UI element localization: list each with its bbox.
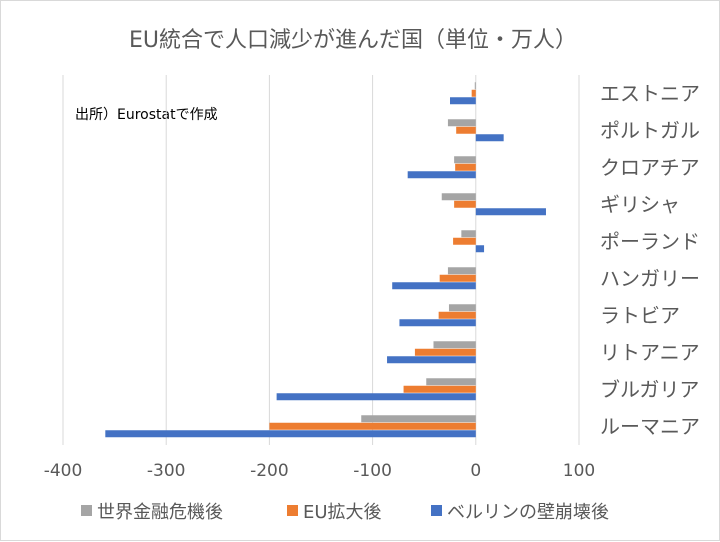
legend-label-1: EU拡大後 xyxy=(303,502,382,523)
bar-2-2 xyxy=(407,171,476,179)
bar-1-1 xyxy=(456,126,476,134)
bar-0-4 xyxy=(461,230,476,238)
x-tick-label: -100 xyxy=(353,461,392,481)
category-label: クロアチア xyxy=(600,156,700,180)
category-label: リトアニア xyxy=(600,341,700,365)
category-label: ハンガリー xyxy=(600,267,700,291)
bar-0-8 xyxy=(426,378,476,386)
bar-2-5 xyxy=(392,282,476,290)
bar-1-3 xyxy=(454,200,476,208)
x-tick-label: -300 xyxy=(147,461,186,481)
gridlines xyxy=(62,75,580,445)
bar-1-8 xyxy=(403,385,476,393)
legend-label-0: 世界金融危機後 xyxy=(97,502,223,523)
category-label: エストニア xyxy=(600,82,700,106)
bar-2-0 xyxy=(450,97,476,105)
bar-1-5 xyxy=(439,274,476,282)
category-label: ポルトガル xyxy=(600,119,700,143)
bar-2-6 xyxy=(399,319,476,327)
chart-title: EU統合で人口減少が進んだ国（単位・万人） xyxy=(129,28,577,53)
category-label: ルーマニア xyxy=(600,415,700,439)
bar-2-1 xyxy=(475,134,504,142)
legend: 世界金融危機後 EU拡大後 ベルリンの壁崩壊後 xyxy=(81,502,609,523)
x-tick-label: 0 xyxy=(470,461,481,481)
x-tick-label: -200 xyxy=(250,461,289,481)
bar-1-2 xyxy=(455,163,476,171)
bar-1-4 xyxy=(453,237,476,245)
bar-0-3 xyxy=(441,193,476,201)
bar-0-7 xyxy=(433,341,476,349)
category-label: ラトビア xyxy=(600,304,680,328)
bar-1-7 xyxy=(414,348,476,356)
bar-2-8 xyxy=(276,393,476,401)
x-tick-label: 100 xyxy=(563,461,595,481)
bar-0-1 xyxy=(447,119,476,127)
legend-label-2: ベルリンの壁崩壊後 xyxy=(447,502,609,523)
legend-swatch-2 xyxy=(431,505,442,516)
bar-0-0 xyxy=(474,82,476,90)
x-tick-label: -400 xyxy=(44,461,83,481)
bar-1-9 xyxy=(269,422,476,430)
bar-2-3 xyxy=(475,208,546,216)
category-label: ギリシャ xyxy=(600,193,680,217)
bar-2-7 xyxy=(387,356,476,364)
bar-1-6 xyxy=(438,311,476,319)
bar-1-0 xyxy=(471,89,476,97)
bar-0-2 xyxy=(454,156,476,164)
bar-2-9 xyxy=(105,430,476,438)
category-label: ポーランド xyxy=(600,230,700,254)
bars xyxy=(105,82,546,438)
legend-swatch-0 xyxy=(81,505,92,516)
source-note: 出所）Eurostatで作成 xyxy=(75,107,218,123)
bar-0-6 xyxy=(448,304,476,312)
bar-2-4 xyxy=(475,245,485,253)
bar-0-5 xyxy=(447,267,476,275)
x-tick-labels: -400 -300 -200 -100 0 100 xyxy=(44,461,596,481)
category-labels: エストニアポルトガルクロアチアギリシャポーランドハンガリーラトビアリトアニアブル… xyxy=(600,82,700,439)
bar-0-9 xyxy=(361,415,476,423)
category-label: ブルガリア xyxy=(600,378,699,402)
legend-swatch-1 xyxy=(287,505,298,516)
